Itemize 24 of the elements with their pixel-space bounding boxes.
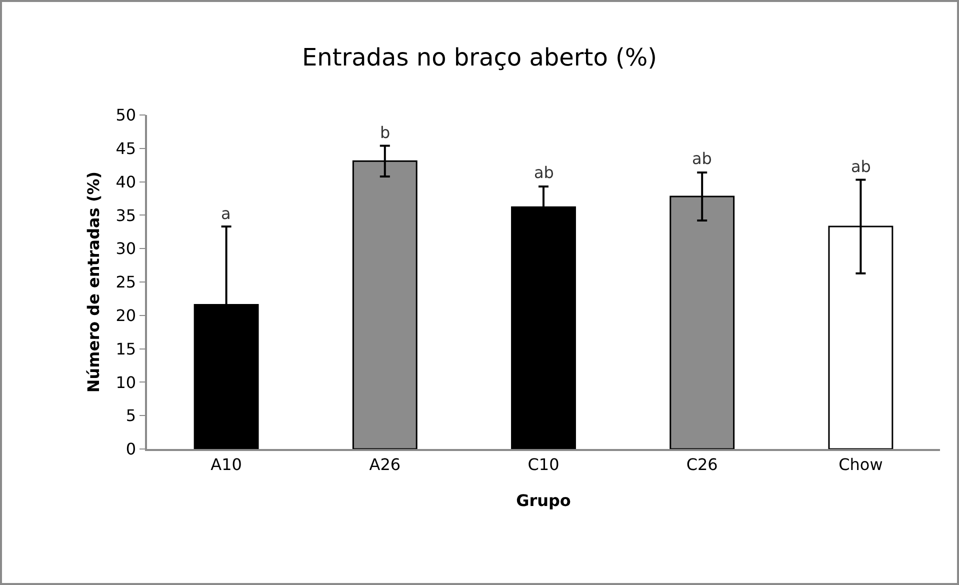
chart-title: Entradas no braço aberto (%) bbox=[302, 44, 658, 72]
y-axis-title: Número de entradas (%) bbox=[84, 171, 104, 393]
x-tick-label: C10 bbox=[528, 454, 560, 474]
y-tick-label: 30 bbox=[116, 239, 136, 258]
x-axis-title: Grupo bbox=[516, 491, 571, 510]
annotation: ab bbox=[534, 163, 554, 182]
x-tick-label: Chow bbox=[838, 454, 883, 474]
y-tick-label: 15 bbox=[116, 339, 136, 358]
y-tick-label: 20 bbox=[116, 306, 136, 325]
y-tick-label: 35 bbox=[116, 206, 136, 225]
annotation: b bbox=[380, 123, 390, 142]
y-tick-label: 0 bbox=[126, 440, 136, 459]
y-tick-label: 5 bbox=[126, 406, 136, 426]
y-tick-label: 40 bbox=[116, 172, 136, 192]
y-tick-label: 10 bbox=[116, 372, 136, 392]
annotation: a bbox=[221, 204, 231, 223]
y-tick-label: 25 bbox=[116, 272, 136, 292]
annotation: ab bbox=[851, 157, 871, 176]
annotation: ab bbox=[692, 149, 712, 168]
x-tick-label: A10 bbox=[210, 454, 242, 474]
x-tick-label: C26 bbox=[686, 454, 718, 474]
x-tick-label: A26 bbox=[369, 454, 401, 474]
y-tick-label: 50 bbox=[116, 106, 136, 125]
y-tick-label: 45 bbox=[116, 139, 136, 158]
